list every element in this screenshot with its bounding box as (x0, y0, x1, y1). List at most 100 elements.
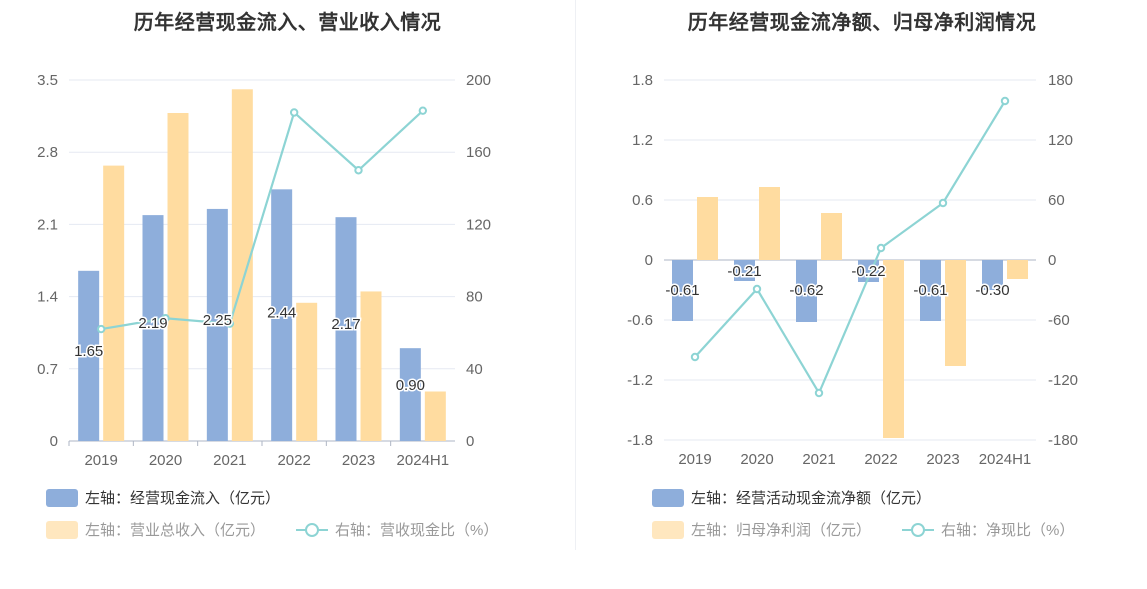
bar (697, 197, 718, 260)
legend-item-net-cash-ratio[interactable]: 右轴：净现比（%） (902, 519, 1074, 540)
data-label: -0.30 (975, 282, 1009, 299)
y-right-tick-label: 120 (1048, 132, 1073, 149)
left-chart-svg: 0 0.7 1.4 2.1 2.8 3.5 0 40 80 120 160 200 2019 2020 20… (37, 72, 491, 469)
y-right-tick-label: 40 (466, 361, 483, 378)
bar (1007, 260, 1028, 279)
x-tick-label: 2024H1 (979, 451, 1032, 468)
bar (167, 113, 189, 442)
line-point (96, 324, 106, 334)
bar (78, 270, 100, 441)
x-tick-label: 2023 (926, 451, 959, 468)
legend-label: 左轴：归母净利润（亿元） (691, 522, 872, 539)
legend-label: 右轴：营收现金比（%） (335, 522, 499, 539)
legend-item-cash-inflow[interactable]: 左轴：经营现金流入（亿元） (46, 487, 280, 508)
x-tick-label: 2021 (802, 451, 835, 468)
data-label: -0.22 (851, 263, 885, 280)
right-chart-panel: 历年经营现金流净额、归母净利润情况 -1.8 -1.2 -0.6 0 0.6 1.2 1.8… (577, 0, 1147, 560)
y-left-tick-label: 1.8 (632, 72, 653, 89)
line-point (289, 108, 299, 117)
bar (103, 165, 125, 441)
panel-divider (575, 0, 576, 550)
bar (672, 260, 693, 321)
bar (796, 260, 817, 322)
legend-item-net-cash-flow[interactable]: 左轴：经营活动现金流净额（亿元） (652, 487, 931, 508)
line-point (1000, 96, 1010, 106)
data-label: 2.44 (267, 304, 296, 321)
right-chart-svg: -1.8 -1.2 -0.6 0 0.6 1.2 1.8 -180 -120 -60 0 60 120 1… (627, 72, 1078, 468)
line-point (354, 166, 363, 175)
legend-label: 左轴：经营活动现金流净额（亿元） (691, 490, 932, 507)
bar (734, 260, 755, 281)
legend-item-revenue[interactable]: 左轴：营业总收入（亿元） (46, 519, 265, 540)
legend-line-icon (296, 521, 328, 539)
line-point (938, 198, 948, 208)
line-point (161, 314, 170, 323)
x-tick-label: 2020 (149, 452, 182, 469)
legend-label: 左轴：经营现金流入（亿元） (85, 490, 281, 507)
y-right-tick-label: 200 (466, 72, 491, 89)
y-right-tick-label: 0 (1048, 252, 1056, 269)
bar (335, 217, 357, 441)
y-right-tick-label: 160 (466, 144, 491, 161)
legend-swatch-blue (46, 488, 78, 507)
y-right-tick-label: 120 (466, 216, 491, 233)
bar (399, 348, 421, 441)
line-series (100, 109, 424, 331)
y-left-tick-label: -1.2 (627, 372, 653, 389)
x-tick-label: 2019 (678, 451, 711, 468)
x-tick-label: 2019 (84, 452, 117, 469)
data-label: 0.90 (396, 377, 425, 394)
x-tick-label: 2022 (864, 451, 897, 468)
y-right-tick-label: -60 (1048, 312, 1070, 329)
y-right-tick-label: -180 (1048, 432, 1078, 449)
y-left-tick-label: 2.8 (37, 144, 58, 161)
legend-swatch-yellow (46, 520, 78, 539)
y-right-tick-label: 60 (1048, 192, 1065, 209)
legend-label: 右轴：净现比（%） (941, 522, 1075, 539)
data-label: -0.62 (789, 282, 823, 299)
bar (231, 89, 253, 441)
bar (424, 391, 446, 441)
data-label: 2.25 (203, 312, 232, 329)
y-left-tick-label: 0.6 (632, 192, 653, 209)
legend-item-cash-ratio[interactable]: 右轴：营收现金比（%） (296, 519, 498, 540)
line-point (690, 352, 700, 362)
x-tick-label: 2023 (342, 452, 375, 469)
data-label: -0.61 (913, 282, 947, 299)
legend-swatch-yellow (652, 520, 684, 539)
legend-swatch-blue (652, 488, 684, 507)
y-right-tick-label: 80 (466, 289, 483, 306)
left-chart-panel: 历年经营现金流入、营业收入情况 0 0.7 1.4 2.1 2.8 3.5 0 40 80 120… (0, 0, 575, 560)
x-tick-label: 2024H1 (397, 452, 450, 469)
y-left-tick-label: 1.4 (37, 289, 58, 306)
y-right-tick-label: 0 (466, 433, 474, 450)
bar (271, 189, 293, 441)
chart-title: 历年经营现金流净额、归母净利润情况 (687, 12, 1037, 34)
bar (142, 215, 164, 441)
line-point (814, 388, 824, 398)
bar (759, 187, 780, 260)
y-left-tick-label: -0.6 (627, 312, 653, 329)
y-left-tick-label: 1.2 (632, 132, 653, 149)
bar (296, 302, 318, 441)
data-label: 2.17 (331, 316, 360, 333)
x-tick-label: 2022 (277, 452, 310, 469)
y-right-tick-label: 180 (1048, 72, 1073, 89)
bar (982, 260, 1003, 290)
y-right-tick-label: -120 (1048, 372, 1078, 389)
line-point (752, 284, 762, 294)
bar (883, 260, 904, 438)
y-left-tick-label: 0.7 (37, 361, 58, 378)
line-series (694, 100, 1006, 396)
y-left-tick-label: 3.5 (37, 72, 58, 89)
data-label: -0.61 (665, 282, 699, 299)
bar (360, 291, 382, 441)
y-left-tick-label: -1.8 (627, 432, 653, 449)
line-point (225, 319, 235, 328)
legend-item-net-profit[interactable]: 左轴：归母净利润（亿元） (652, 519, 871, 540)
data-label: 1.65 (74, 343, 103, 360)
bar (206, 208, 228, 441)
line-point (418, 106, 428, 115)
data-label: 2.19 (138, 315, 167, 332)
x-tick-label: 2021 (213, 452, 246, 469)
